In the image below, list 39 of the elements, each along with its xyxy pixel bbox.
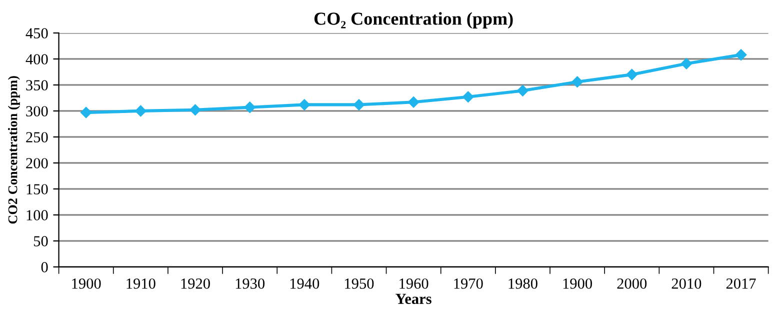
point [626,68,638,80]
x-tick-label: 1980 [508,278,538,289]
x-tick-label: 1900 [563,278,592,289]
point [680,58,692,70]
x-tick-label: 1930 [236,278,265,289]
point [735,49,747,60]
y-tick-label: 350 [26,80,48,90]
x-tick-label: 1910 [126,278,156,289]
y-tick-label: 50 [34,236,48,246]
y-tick-label: 150 [26,184,48,194]
x-tick-label: 1940 [290,278,320,289]
chart-title: CO₂ Concentration (ppm) [314,12,513,28]
point [80,106,92,118]
x-tick-label: 1950 [345,278,374,289]
point [408,96,420,108]
x-tick-label: 1960 [400,278,428,289]
y-tick-label: 100 [26,210,48,220]
point [517,85,528,96]
point [572,76,583,88]
point [462,91,474,103]
point [135,105,146,117]
y-tick-label: 200 [26,158,48,168]
y-axis-title: CO2 Concentration (ppm) [8,76,20,224]
y-tick-label: 400 [26,54,48,64]
y-tick-label: 450 [26,28,48,38]
point [244,102,256,113]
x-tick-label: 2000 [617,278,647,289]
y-tick-label: 300 [26,106,48,116]
point [353,99,365,110]
x-tick-label: 2017 [726,278,756,289]
x-tick-label: 2010 [672,278,702,289]
y-tick-label: 250 [26,132,48,142]
x-tick-label: 1900 [72,278,101,289]
y-tick-label: 0 [41,262,48,272]
x-axis-title: Years [396,294,432,304]
point [298,99,310,110]
x-tick-label: 1920 [181,278,210,289]
point [190,104,201,116]
x-tick-label: 1970 [454,278,483,289]
